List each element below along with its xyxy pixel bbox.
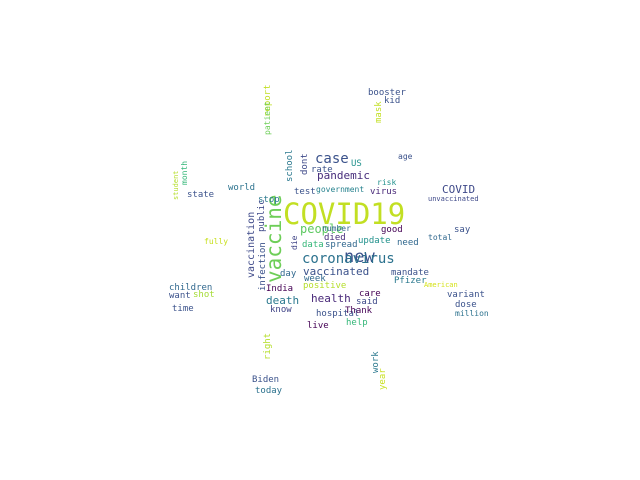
word-want: want <box>169 291 191 301</box>
word-vaccinated: vaccinated <box>303 265 369 278</box>
word-student: student <box>172 170 180 200</box>
word-rate: rate <box>311 165 333 175</box>
word-time: time <box>172 304 194 314</box>
word-dose: dose <box>455 300 477 310</box>
word-update: update <box>358 236 391 246</box>
word-public: public <box>257 199 267 232</box>
word-booster: booster <box>368 88 407 98</box>
word-case: case <box>315 151 349 167</box>
word-care: care <box>359 289 381 299</box>
word-today: today <box>255 386 283 396</box>
word-year: year <box>378 368 388 390</box>
word-state: state <box>187 190 214 200</box>
word-risk: risk <box>377 178 396 187</box>
word-know: know <box>270 305 292 315</box>
word-hospital: hospital <box>316 309 359 319</box>
word-day: day <box>280 269 297 279</box>
word-children: children <box>169 283 212 293</box>
word-vaccine: vaccine <box>262 194 286 283</box>
word-pandemic: pandemic <box>317 169 370 182</box>
word-spread: spread <box>325 240 358 250</box>
word-need: need <box>397 238 419 248</box>
word-new: new <box>344 247 375 267</box>
word-us: US <box>351 159 362 169</box>
word-dont: dont <box>300 153 310 175</box>
word-unvaccinated: unvaccinated <box>428 195 479 203</box>
word-variant: variant <box>447 290 485 300</box>
word-american: American <box>424 281 458 289</box>
word-death: death <box>266 294 299 307</box>
word-test: test <box>294 187 316 197</box>
word-report: report <box>263 84 273 117</box>
word-mask: mask <box>374 101 384 123</box>
word-work: work <box>371 351 381 373</box>
word-patient: patient <box>263 101 272 135</box>
word-people: people <box>300 222 343 236</box>
word-total: total <box>428 233 452 242</box>
word-coronavirus: coronavirus <box>302 251 395 267</box>
word-infection: infection <box>258 242 268 291</box>
word-government: government <box>316 185 364 194</box>
word-good: good <box>381 225 403 235</box>
word-number: number <box>322 224 351 233</box>
word-vaccination: vaccination <box>246 212 257 278</box>
word-help: help <box>346 318 368 328</box>
word-age: age <box>398 152 413 161</box>
word-india: India <box>266 284 293 294</box>
word-covid19: COVID19 <box>283 197 405 231</box>
word-biden: Biden <box>252 375 279 385</box>
word-month: month <box>180 161 189 185</box>
word-week: week <box>304 274 326 284</box>
word-died: died <box>324 233 346 243</box>
word-fully: fully <box>204 237 228 246</box>
word-school: school <box>285 149 295 182</box>
word-covid: COVID <box>442 183 475 196</box>
word-live: live <box>307 321 329 331</box>
word-data: data <box>302 240 324 250</box>
word-virus: virus <box>370 187 397 197</box>
word-said: said <box>356 297 378 307</box>
word-shot: shot <box>193 290 215 300</box>
word-health: health <box>311 292 351 305</box>
word-stop: stop <box>258 195 280 205</box>
word-die: die <box>290 235 299 250</box>
word-million: million <box>455 309 489 318</box>
word-mandate: mandate <box>391 268 429 278</box>
word-pfizer: Pfizer <box>394 276 427 286</box>
word-right: right <box>263 333 273 360</box>
word-say: say <box>454 225 471 235</box>
word-world: world <box>228 183 255 193</box>
word-kid: kid <box>384 96 400 106</box>
word-positive: positive <box>303 281 346 291</box>
word-thank: Thank <box>345 306 373 316</box>
